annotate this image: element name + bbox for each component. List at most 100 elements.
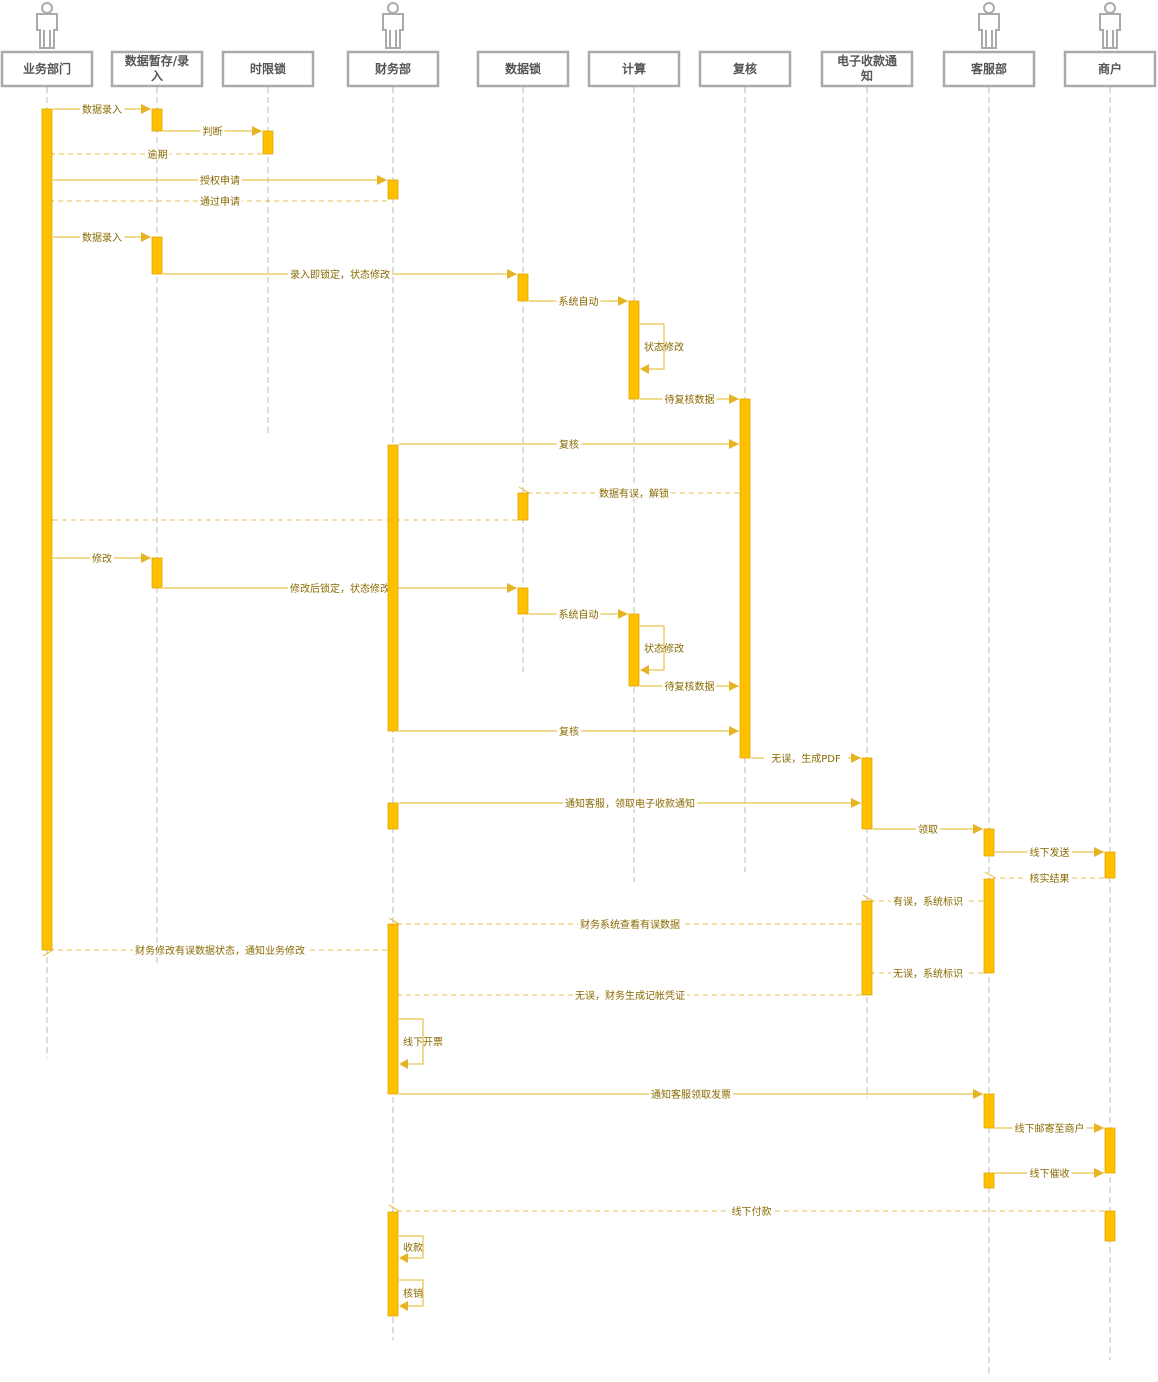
- arrowhead-icon: [973, 1089, 983, 1099]
- message-return-23: 核实结果: [984, 871, 1104, 885]
- message-5: 数据录入: [53, 231, 151, 244]
- message-return-2: 逾期: [42, 147, 262, 161]
- message-label: 授权申请: [200, 174, 240, 187]
- message-label: 财务系统查看有误数据: [580, 918, 680, 931]
- message-22: 线下发送: [995, 846, 1104, 859]
- arrowhead-icon: [399, 1301, 408, 1311]
- participant-7[interactable]: 电子收款通知: [820, 50, 914, 88]
- message-label: 判断: [203, 125, 223, 138]
- activation-bar: [983, 1093, 995, 1129]
- message-label: 线下付款: [732, 1205, 772, 1218]
- participant-6[interactable]: 复核: [698, 50, 792, 88]
- activation-bar: [387, 923, 399, 1095]
- message-label: 无误，系统标识: [893, 967, 963, 980]
- activation-bar: [387, 444, 399, 732]
- arrowhead-icon: [507, 269, 517, 279]
- participant-box: [476, 50, 570, 88]
- participant-label: 电子收款通知: [837, 53, 897, 83]
- arrowhead-icon: [729, 726, 739, 736]
- arrowhead-icon: [399, 1253, 408, 1263]
- activation-bar: [517, 492, 529, 521]
- activation-bar: [739, 398, 751, 759]
- participant-5[interactable]: 计算: [587, 50, 681, 88]
- message-label: 通过申请: [200, 195, 240, 208]
- arrowhead-icon: [1094, 1168, 1104, 1178]
- arrowhead-icon: [729, 439, 739, 449]
- participant-4[interactable]: 数据锁: [476, 50, 570, 88]
- activation-bar: [151, 236, 163, 275]
- arrowhead-icon: [507, 583, 517, 593]
- arrowhead-icon: [973, 824, 983, 834]
- message-return-26: 财务修改有误数据状态，通知业务修改: [42, 943, 387, 957]
- message-label: 线下邮寄至商户: [1015, 1122, 1085, 1135]
- message-label: 数据有误，解锁: [599, 487, 669, 500]
- participant-label: 客服部: [970, 61, 1007, 76]
- arrowhead-icon: [729, 681, 739, 691]
- message-label: 通知客服领取发票: [651, 1088, 731, 1101]
- message-return-12: [42, 513, 517, 527]
- activation-bar: [861, 900, 873, 996]
- activation-bar: [1104, 1210, 1116, 1242]
- activation-bar: [517, 273, 529, 302]
- activation-bar: [1104, 1127, 1116, 1174]
- arrowhead-icon: [141, 232, 151, 242]
- participant-box: [221, 50, 315, 88]
- message-return-24: 有误，系统标识: [862, 894, 983, 908]
- message-21: 领取: [873, 823, 983, 836]
- message-label: 数据录入: [82, 231, 122, 244]
- message-14: 修改后锁定，状态修改: [163, 582, 517, 595]
- participant-3[interactable]: 财务部: [346, 2, 440, 88]
- message-label: 核实结果: [1030, 872, 1070, 885]
- actor-icon: [978, 2, 1000, 49]
- arrowhead-icon: [851, 798, 861, 808]
- message-17: 待复核数据: [640, 680, 739, 693]
- message-1: 判断: [163, 125, 262, 138]
- message-label: 待复核数据: [665, 393, 715, 406]
- message-return-28: 无误，财务生成记帐凭证: [388, 988, 861, 1002]
- message-label: 数据录入: [82, 103, 122, 116]
- message-label: 录入即锁定，状态修改: [290, 268, 390, 281]
- message-18: 复核: [399, 725, 739, 738]
- message-label: 无误，财务生成记帐凭证: [575, 989, 685, 1002]
- message-29: 线下开票: [399, 1018, 443, 1069]
- message-30: 通知客服领取发票: [399, 1088, 983, 1101]
- message-return-4: 通过申请: [42, 194, 387, 208]
- participant-1[interactable]: 数据暂存/录入: [110, 50, 204, 88]
- message-label: 财务修改有误数据状态，通知业务修改: [135, 944, 305, 957]
- message-label: 状态修改: [644, 642, 684, 655]
- message-13: 修改: [53, 552, 151, 565]
- arrowhead-icon: [851, 753, 861, 763]
- participant-box: [587, 50, 681, 88]
- activation-bar: [387, 1211, 399, 1317]
- participant-box: [942, 50, 1036, 88]
- participant-box: [820, 50, 914, 88]
- participant-0[interactable]: 业务部门: [0, 2, 94, 88]
- activation-bar: [861, 757, 873, 830]
- message-return-33: 线下付款: [388, 1204, 1104, 1218]
- message-label: 收款: [403, 1241, 423, 1254]
- participant-9[interactable]: 商户: [1063, 2, 1157, 88]
- activation-bar: [517, 587, 529, 615]
- message-label: 线下催收: [1030, 1167, 1070, 1180]
- participant-8[interactable]: 客服部: [942, 2, 1036, 88]
- arrowhead-icon: [252, 126, 262, 136]
- participant-label: 数据暂存/录入: [125, 53, 189, 83]
- participant-label: 计算: [622, 61, 646, 76]
- participant-label: 财务部: [374, 61, 411, 76]
- arrowhead-icon: [1094, 1123, 1104, 1133]
- message-10: 复核: [399, 438, 739, 451]
- arrowhead-icon: [640, 665, 649, 675]
- message-label: 系统自动: [559, 295, 599, 308]
- message-label: 系统自动: [559, 608, 599, 621]
- activation-bar: [1104, 851, 1116, 879]
- message-label: 核销: [403, 1287, 423, 1300]
- message-16: 状态修改: [640, 625, 684, 675]
- activation-bar: [983, 1172, 995, 1189]
- participant-label: 数据锁: [505, 61, 541, 76]
- message-label: 无误，生成PDF: [771, 752, 841, 765]
- arrowhead-icon: [141, 104, 151, 114]
- participant-2[interactable]: 时限锁: [221, 50, 315, 88]
- message-15: 系统自动: [529, 608, 628, 621]
- activation-bar: [387, 802, 399, 830]
